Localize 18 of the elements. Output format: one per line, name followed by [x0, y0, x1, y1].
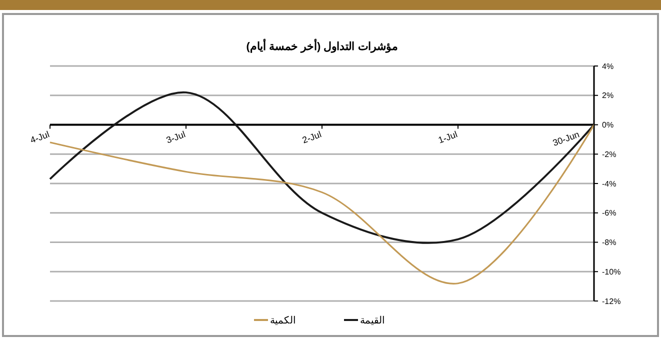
chart-title: مؤشرات التداول (أخر خمسة أيام) — [246, 39, 398, 53]
x-tick-label: 2-Jul — [300, 129, 323, 146]
x-tick-label: 1-Jul — [436, 129, 459, 146]
y-tick-label: -8% — [602, 238, 616, 248]
legend-label: القيمة — [360, 316, 385, 326]
y-tick-label: 0% — [602, 120, 614, 130]
y-tick-label: -10% — [602, 267, 621, 276]
y-tick-label: -6% — [602, 208, 616, 218]
x-tick-label: 4-Jul — [28, 129, 51, 146]
y-tick-label: -12% — [602, 296, 621, 306]
x-tick-label: 30-Jun — [551, 129, 581, 148]
y-tick-label: 2% — [602, 91, 614, 100]
y-tick-label: 4% — [602, 62, 614, 71]
x-tick-label: 3-Jul — [164, 129, 187, 146]
y-tick-label: -4% — [602, 179, 616, 188]
y-tick-label: -2% — [602, 150, 616, 159]
line-series — [49, 124, 595, 284]
legend-label: الكمية — [270, 316, 296, 326]
